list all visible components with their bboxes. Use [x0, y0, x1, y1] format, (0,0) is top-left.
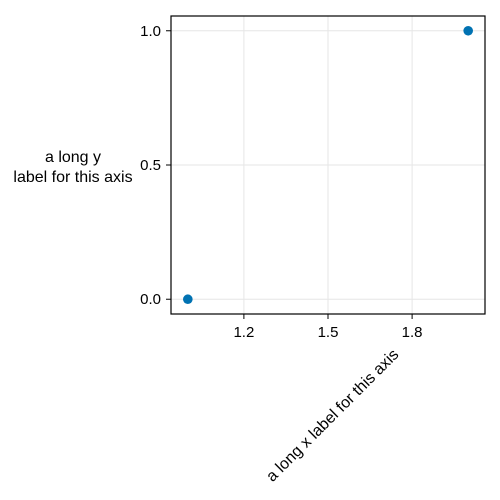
data-points [183, 25, 473, 305]
y-tick-label: 1.0 [140, 23, 161, 40]
x-tick-label: 1.2 [233, 324, 254, 341]
axis-ticks: 1.2 1.5 1.8 0.0 0.5 1.0 [140, 23, 422, 341]
grid-lines [171, 16, 485, 314]
data-point [463, 25, 473, 36]
y-tick-label: 0.5 [140, 157, 161, 174]
data-point [183, 294, 193, 305]
y-axis-label-line-1: a long y [45, 149, 101, 166]
x-tick-label: 1.8 [402, 324, 423, 341]
x-tick-label: 1.5 [318, 324, 339, 341]
y-tick-label: 0.0 [140, 291, 161, 308]
y-axis-label-line-2: label for this axis [13, 169, 132, 186]
